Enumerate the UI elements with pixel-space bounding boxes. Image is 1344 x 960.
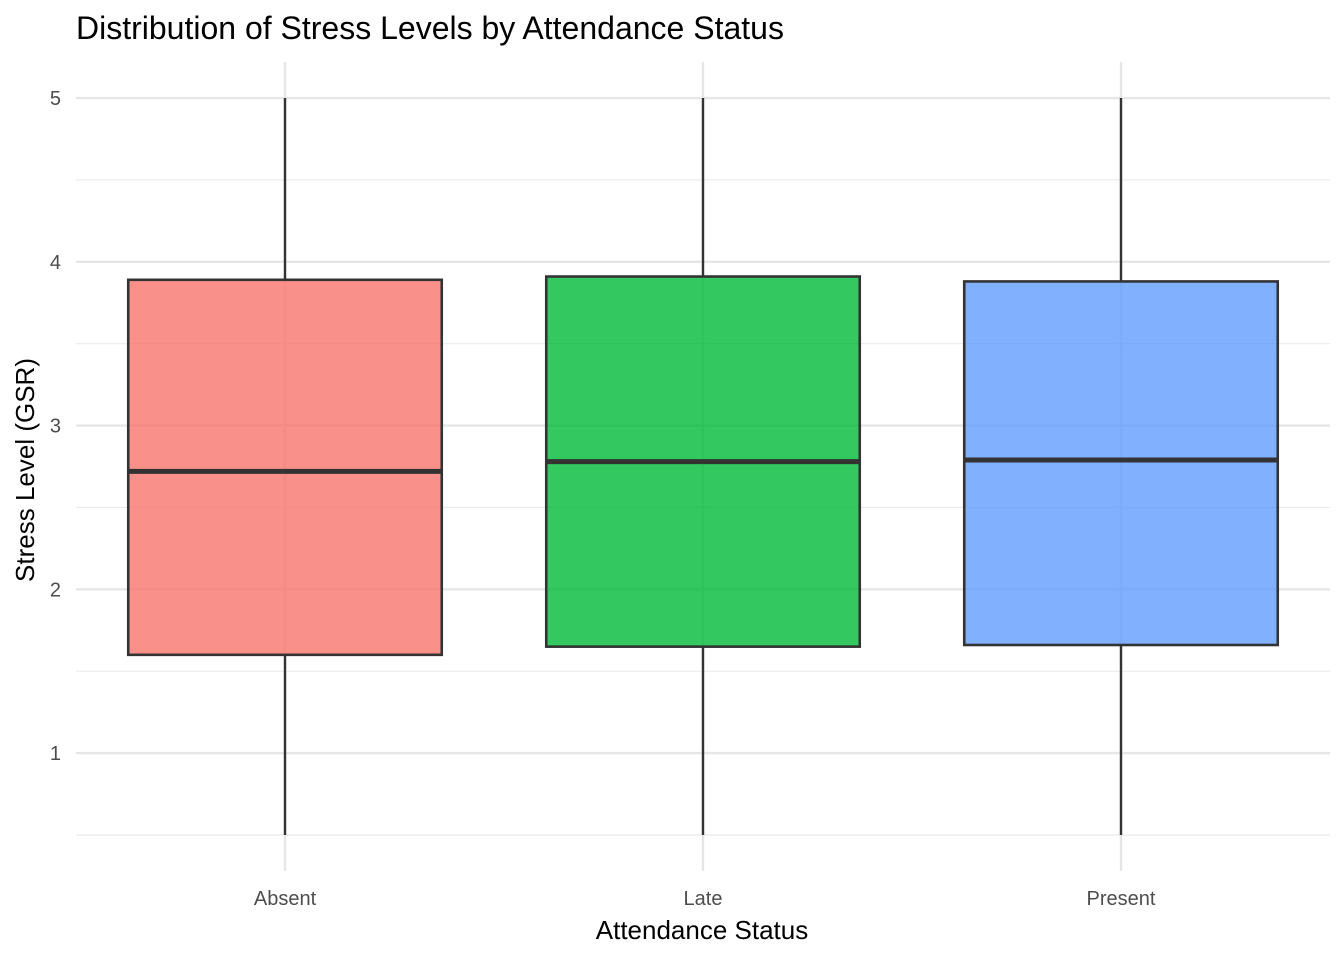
y-axis-ticks: 1 2 3 4 5	[50, 88, 61, 765]
y-tick-label: 3	[50, 416, 61, 438]
box-late	[544, 98, 862, 835]
x-axis-ticks: Absent Late Present	[254, 888, 1156, 910]
y-tick-label: 1	[50, 743, 61, 765]
y-tick-label: 5	[50, 88, 61, 110]
y-tick-label: 4	[50, 252, 61, 274]
x-tick-label: Absent	[254, 888, 317, 910]
box-absent	[126, 98, 444, 835]
box-series	[126, 98, 1280, 835]
x-tick-label: Present	[1087, 888, 1156, 910]
box-present	[962, 98, 1280, 835]
y-tick-label: 2	[50, 579, 61, 601]
chart-title: Distribution of Stress Levels by Attenda…	[76, 10, 784, 46]
x-axis-title: Attendance Status	[596, 915, 808, 945]
y-axis-title: Stress Level (GSR)	[10, 358, 40, 582]
x-tick-label: Late	[684, 888, 723, 910]
iqr-box	[126, 278, 444, 657]
iqr-box	[962, 280, 1280, 647]
